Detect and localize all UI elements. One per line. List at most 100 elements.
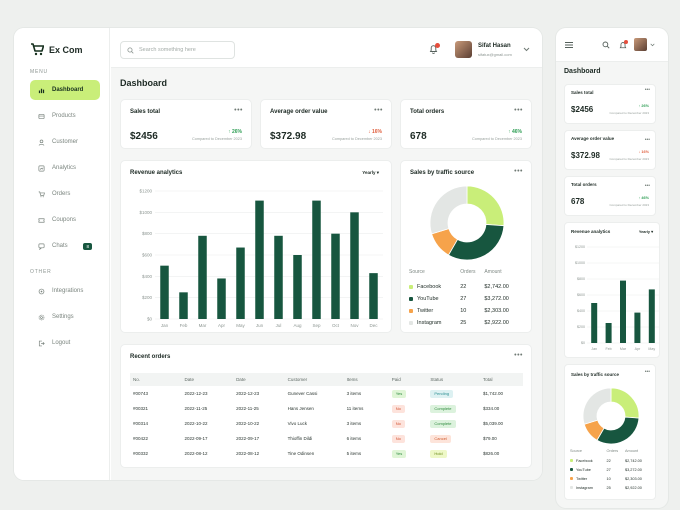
sidebar-item-orders[interactable]: Orders	[30, 184, 100, 204]
table-row[interactable]: #00422 2022-09-17 2022-09-17 Thioffin Dildi…	[130, 431, 523, 446]
cell-date1: 2022-09-17	[184, 436, 208, 441]
cell-customer: Thioffin Dildi	[287, 436, 313, 441]
search-icon[interactable]	[602, 41, 610, 49]
more-options-button[interactable]: •••	[234, 107, 243, 114]
cell-paid: Yes	[389, 386, 428, 401]
stat-card-average-order: Average order value ••• $372.98 ↓ 16% Co…	[260, 99, 392, 149]
traffic-donut-chart	[429, 185, 505, 261]
more-options-button[interactable]: •••	[514, 352, 523, 359]
cell-customer: Tine Odinsen	[287, 451, 315, 456]
bell-icon[interactable]	[619, 41, 627, 50]
sidebar-item-settings[interactable]: Settings	[30, 307, 100, 327]
more-options-button[interactable]: •••	[644, 369, 650, 375]
sidebar-item-label: Analytics	[52, 165, 77, 171]
sidebar-item-label: Logout	[52, 340, 71, 346]
pie-slice[interactable]	[582, 387, 612, 425]
pie-slice[interactable]	[429, 185, 468, 235]
more-options-button[interactable]: •••	[514, 107, 523, 114]
column-header: Orders	[460, 269, 476, 275]
mobile-dashboard: Dashboard Sales total ••• $2456 ↑ 26% Co…	[556, 28, 668, 508]
bar[interactable]	[350, 212, 359, 319]
source-cell: Instagram	[409, 317, 460, 329]
paid-badge: No	[391, 404, 405, 413]
chevron-down-icon[interactable]	[650, 43, 655, 47]
search-box[interactable]	[120, 41, 235, 59]
legend-swatch	[570, 459, 573, 462]
bar[interactable]	[198, 235, 207, 319]
sidebar-item-customer[interactable]: Customer	[30, 132, 100, 152]
stat-value: $2456	[571, 105, 594, 114]
avatar[interactable]	[634, 38, 647, 51]
cell-items: 3 items	[346, 391, 362, 396]
bar[interactable]	[591, 303, 598, 343]
bell-icon[interactable]	[429, 44, 438, 54]
period-dropdown[interactable]: Yearly ▾	[639, 229, 653, 234]
bar[interactable]	[293, 255, 302, 319]
bar[interactable]	[274, 235, 283, 319]
more-options-button[interactable]: •••	[644, 137, 650, 143]
logout-icon	[38, 340, 45, 346]
bar[interactable]	[648, 289, 655, 343]
source-label: Twitter	[576, 476, 588, 481]
traffic-row: Facebook 22 $2,742.00	[570, 456, 652, 465]
table-row[interactable]: #00332 2022-08-12 2022-08-12 Tine Odinsen 5 …	[130, 446, 523, 461]
cell-items: 3 items	[346, 421, 362, 426]
sidebar-item-dashboard[interactable]: Dashboard	[30, 80, 100, 100]
bar[interactable]	[634, 312, 641, 343]
bar[interactable]	[217, 278, 226, 319]
bar[interactable]	[605, 323, 612, 343]
x-tick-label: Aug	[293, 323, 302, 328]
avatar[interactable]	[455, 41, 472, 58]
pie-slice[interactable]	[610, 387, 640, 419]
cell-date1: 2022-08-12	[184, 451, 208, 456]
stat-note: Compared to December 2023	[471, 137, 522, 141]
bar[interactable]	[331, 233, 340, 319]
stat-value: $372.98	[270, 131, 307, 142]
sidebar-item-coupons[interactable]: Coupons	[30, 210, 100, 230]
sidebar-item-integrations[interactable]: Integrations	[30, 281, 100, 301]
pie-slice[interactable]	[596, 416, 640, 445]
cell-no: #00321	[133, 406, 149, 411]
more-options-button[interactable]: •••	[644, 87, 650, 93]
legend-swatch	[409, 296, 413, 301]
table-row[interactable]: #00743 2022-12-23 2022-12-23 Gunever Cassi 3…	[130, 386, 523, 401]
revenue-analytics-card: Revenue analytics Yearly ▾ $0 $200 $400 $60…	[564, 222, 660, 358]
bar[interactable]	[369, 273, 378, 319]
pie-slice[interactable]	[447, 223, 505, 261]
sidebar-item-label: Products	[52, 113, 76, 119]
table-row[interactable]: #00314 2022-10-22 2022-10-22 Vivo Luck 3 ite…	[130, 416, 523, 431]
orders-cell: 25	[606, 485, 611, 490]
more-options-button[interactable]: •••	[644, 183, 650, 189]
y-tick-label: $1000	[575, 261, 585, 265]
orders-cell: 10	[606, 476, 611, 481]
table-row[interactable]: #00321 2022-11-25 2022-11-25 Hans Jensen 11 …	[130, 401, 523, 416]
x-tick-label: Apr	[635, 347, 641, 351]
bar[interactable]	[312, 200, 321, 319]
chevron-down-icon: ▾	[376, 170, 379, 175]
sidebar-item-analytics[interactable]: Analytics	[30, 158, 100, 178]
bar[interactable]	[179, 292, 188, 319]
chevron-down-icon[interactable]	[523, 47, 530, 52]
pie-slice[interactable]	[466, 185, 505, 227]
x-tick-label: Jan	[161, 323, 169, 328]
more-options-button[interactable]: •••	[374, 107, 383, 114]
sidebar-item-logout[interactable]: Logout	[30, 333, 100, 353]
y-tick-label: $0	[147, 317, 153, 322]
bar[interactable]	[160, 265, 169, 319]
app-logo[interactable]: Ex Com	[30, 43, 83, 56]
period-dropdown[interactable]: Yearly ▾	[362, 170, 379, 176]
traffic-row: Facebook 22 $2,742.00	[409, 281, 523, 293]
sidebar-item-products[interactable]: Products	[30, 106, 100, 126]
status-badge: Complete	[430, 419, 456, 428]
sidebar-item-chats[interactable]: Chats 8	[30, 236, 100, 256]
search-input[interactable]	[139, 47, 229, 53]
sidebar-item-label: Integrations	[52, 288, 84, 294]
notification-dot	[624, 40, 628, 44]
bar[interactable]	[620, 280, 626, 343]
cell-date1: 2022-12-23	[184, 391, 208, 396]
revenue-bar-chart: $0 $200 $400 $600 $800 $1000 $1200 Jan Feb Mar Apr…	[139, 189, 383, 328]
more-options-button[interactable]: •••	[514, 168, 523, 175]
bar[interactable]	[255, 200, 264, 319]
bar[interactable]	[236, 247, 245, 319]
menu-icon[interactable]	[565, 42, 573, 48]
